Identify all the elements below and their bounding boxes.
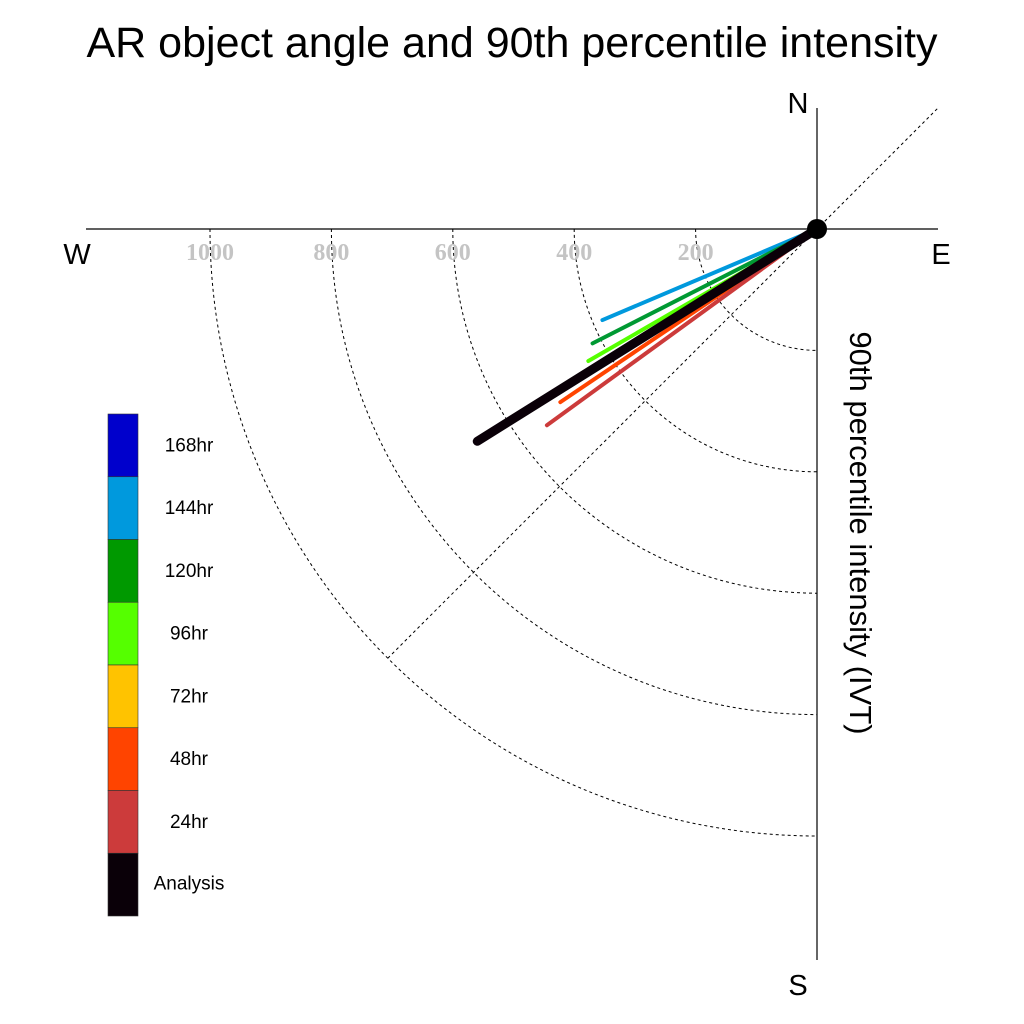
grid-arc-400: [573, 228, 818, 473]
legend-swatch-24hr: [107, 790, 139, 854]
legend-label-96hr: 96hr: [170, 624, 209, 645]
legend-label-48hr: 48hr: [170, 749, 209, 770]
y-axis-label: 90th percentile intensity (IVT): [843, 331, 878, 734]
grid-arc-1000: [209, 228, 818, 837]
origin-marker: [807, 219, 827, 239]
tick-label-200: 200: [678, 240, 714, 266]
legend-label-24hr: 24hr: [170, 812, 209, 833]
chart-grid: [209, 107, 939, 837]
radial-tick-labels: 1000 800 600 400 200: [186, 240, 714, 266]
series-lines: [472, 224, 822, 446]
legend-label-72hr: 72hr: [170, 686, 209, 707]
legend-swatch-analysis: [107, 852, 139, 917]
chart-title: AR object angle and 90th percentile inte…: [87, 19, 938, 67]
legend-swatch-72hr: [107, 664, 139, 729]
series-line-144hr: [600, 227, 819, 323]
legend-label-144hr: 144hr: [165, 498, 214, 519]
tick-label-1000: 1000: [186, 240, 234, 266]
tick-label-800: 800: [313, 240, 349, 266]
south-label: S: [788, 970, 807, 1002]
legend: 168hr 144hr 120hr 96hr 72hr 48hr 24hr Analysis: [107, 413, 225, 917]
north-label: N: [788, 88, 809, 120]
legend-label-analysis: Analysis: [154, 874, 225, 895]
legend-label-120hr: 120hr: [165, 561, 214, 582]
tick-label-600: 600: [435, 240, 471, 266]
series-line-analysis: [472, 224, 822, 446]
legend-swatch-144hr: [107, 476, 139, 540]
legend-swatch-48hr: [107, 727, 139, 791]
east-label: E: [931, 239, 950, 271]
legend-label-168hr: 168hr: [165, 435, 214, 456]
grid-arc-200: [695, 228, 818, 351]
grid-diagonal: [387, 107, 939, 659]
legend-swatch-168hr: [107, 413, 139, 478]
grid-arc-800: [330, 228, 818, 716]
legend-swatch-96hr: [107, 601, 139, 666]
tick-label-400: 400: [556, 240, 592, 266]
west-label: W: [63, 239, 91, 271]
legend-swatch-120hr: [107, 539, 139, 603]
grid-arc-600: [452, 228, 818, 594]
